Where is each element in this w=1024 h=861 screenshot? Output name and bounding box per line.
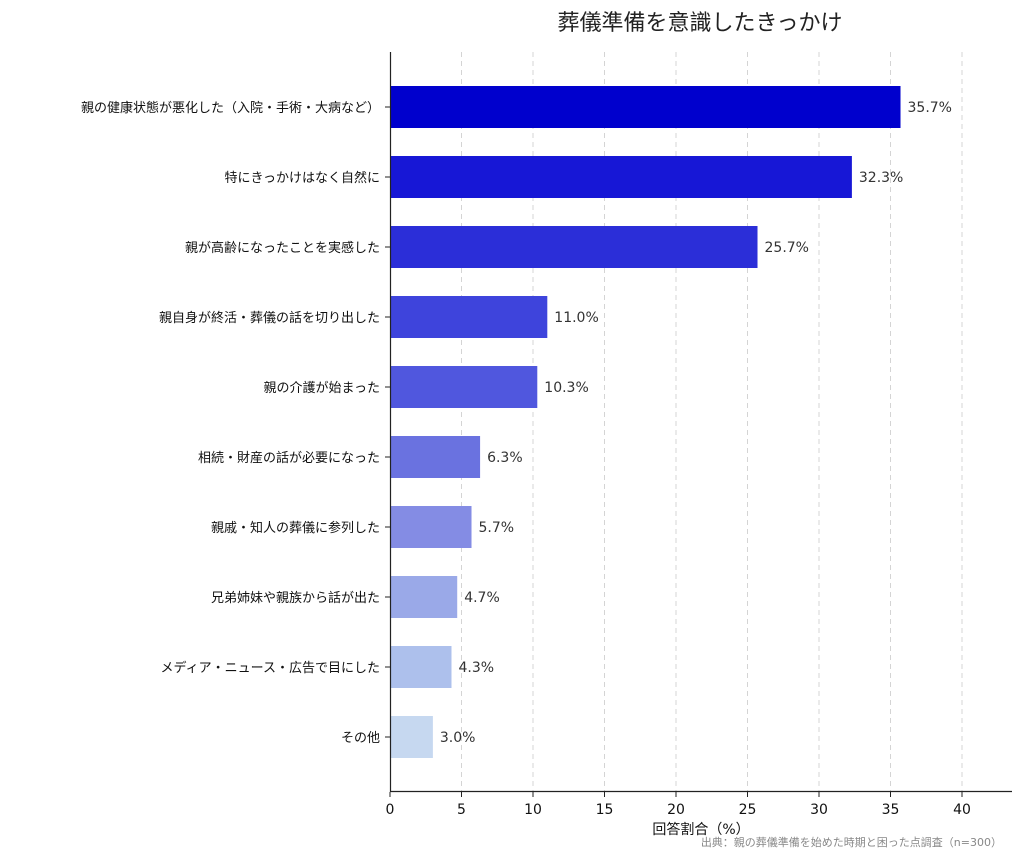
bar <box>390 366 538 408</box>
bar <box>390 436 481 478</box>
chart-title: 葬儀準備を意識したきっかけ <box>557 11 842 36</box>
x-tick-label: 20 <box>667 802 685 818</box>
x-tick-label: 30 <box>810 802 828 818</box>
category-label: 親の健康状態が悪化した（入院・手術・大病など） <box>81 100 380 116</box>
x-tick-label: 35 <box>882 802 900 818</box>
x-axis-label: 回答割合（%） <box>652 821 749 838</box>
x-tick-label: 0 <box>386 802 395 818</box>
category-label: 親が高齢になったことを実感した <box>185 240 380 256</box>
bar <box>390 296 548 338</box>
value-label: 3.0% <box>440 730 476 746</box>
bar <box>390 226 758 268</box>
category-label: メディア・ニュース・広告で目にした <box>161 660 380 676</box>
x-tick-label: 5 <box>457 802 466 818</box>
value-label: 10.3% <box>544 380 588 396</box>
bar <box>390 506 472 548</box>
category-labels: 親の健康状態が悪化した（入院・手術・大病など） 特にきっかけはなく自然に親が高齢に… <box>81 100 390 746</box>
x-tick-label: 25 <box>739 802 757 818</box>
value-label: 32.3% <box>859 170 903 186</box>
value-label: 6.3% <box>487 450 523 466</box>
value-label: 4.3% <box>458 660 494 676</box>
source-note: 出典：親の葬儀準備を始めた時期と困った点調査（n=300） <box>701 835 1002 849</box>
x-tick-label: 40 <box>953 802 971 818</box>
value-label: 25.7% <box>765 240 809 256</box>
x-axis-ticks: 0 5 10 15 20 25 30 35 40 <box>386 792 971 818</box>
x-tick-label: 15 <box>596 802 614 818</box>
bar <box>390 576 458 618</box>
bar <box>390 646 452 688</box>
bar <box>390 156 852 198</box>
bar <box>390 86 901 128</box>
category-label: その他 <box>341 731 380 746</box>
category-label: 親戚・知人の葬儀に参列した <box>211 520 380 536</box>
value-label: 35.7% <box>908 100 952 116</box>
value-label: 5.7% <box>479 520 515 536</box>
category-label: 親の介護が始まった <box>264 380 380 396</box>
bar <box>390 716 433 758</box>
x-tick-label: 10 <box>524 802 542 818</box>
category-label: 親自身が終活・葬儀の話を切り出した <box>159 310 380 326</box>
category-label: 兄弟姉妹や親族から話が出た <box>211 590 380 606</box>
category-label: 特にきっかけはなく自然に <box>225 170 380 186</box>
bars <box>390 86 901 758</box>
value-labels: 35.7% 32.3% 25.7% 11.0% 10.3% 6.3% 5.7% 4.7% 4.3… <box>440 100 952 746</box>
value-label: 4.7% <box>464 590 500 606</box>
category-label: 相続・財産の話が必要になった <box>198 450 380 466</box>
value-label: 11.0% <box>554 310 598 326</box>
grid-lines <box>461 52 963 792</box>
